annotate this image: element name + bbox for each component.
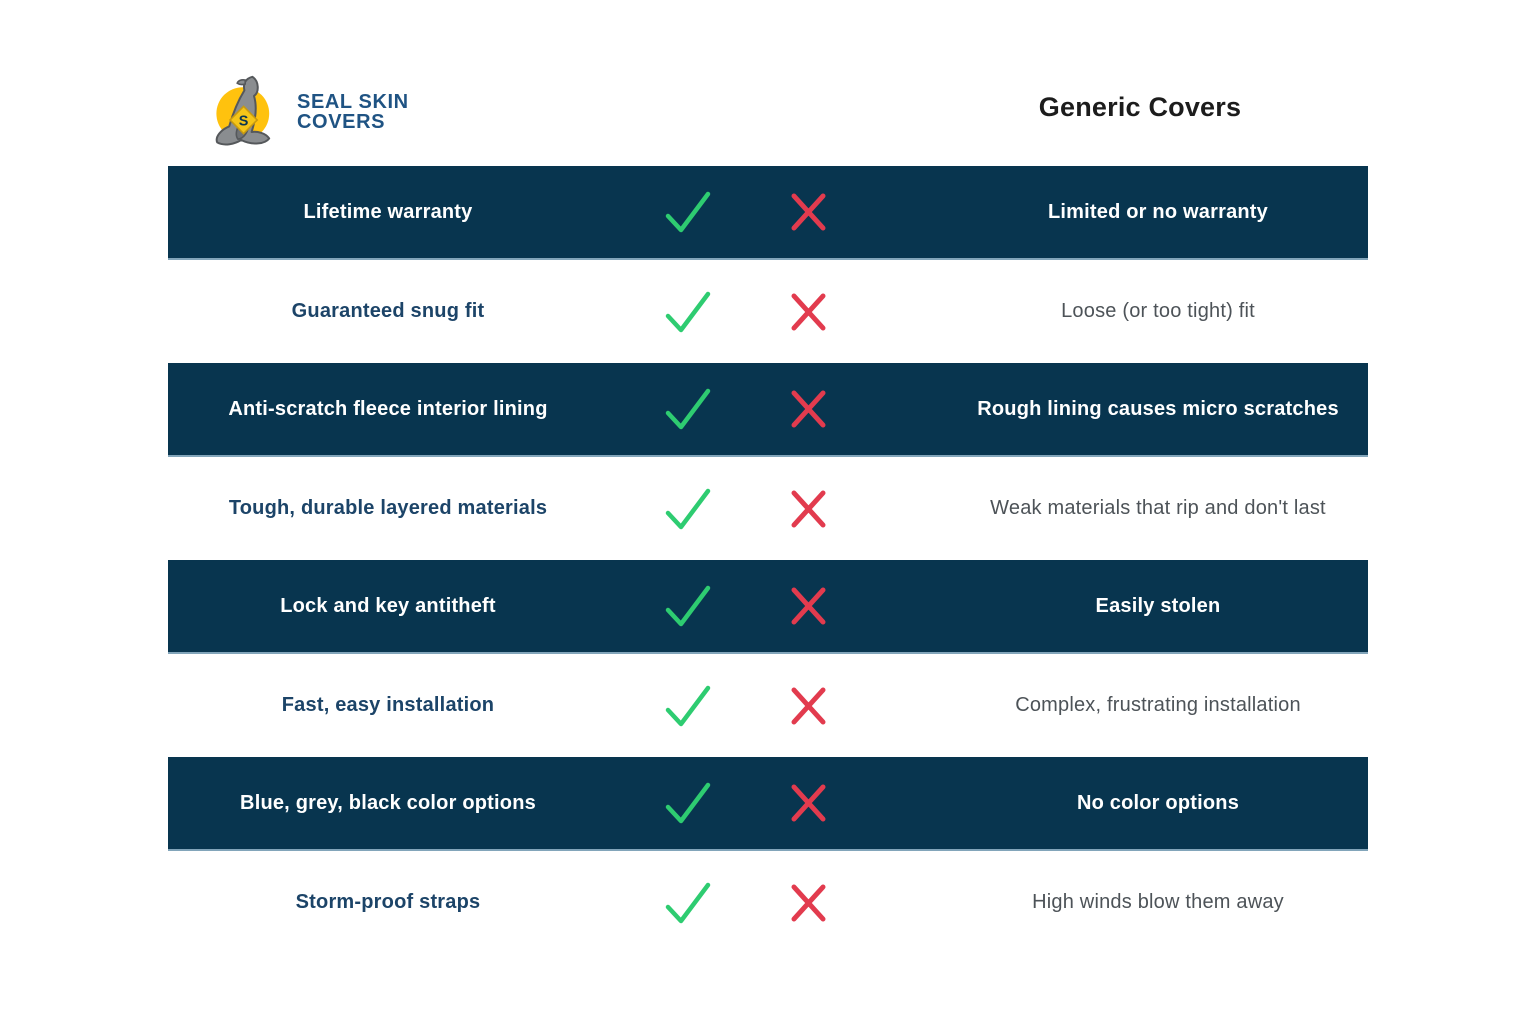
feature-label: Storm-proof straps xyxy=(295,891,481,913)
drawback-label: High winds blow them away xyxy=(1032,891,1284,913)
table-row: Anti-scratch fleece interior lining Roug… xyxy=(168,363,1368,457)
cross-icon xyxy=(768,291,848,333)
drawback-label: Weak materials that rip and don't last xyxy=(990,497,1326,519)
feature-label: Blue, grey, black color options xyxy=(240,791,536,814)
table-row: Lifetime warranty Limited or no warranty xyxy=(168,166,1368,260)
drawback-label: Easily stolen xyxy=(1095,594,1221,617)
cross-icon xyxy=(768,882,848,924)
feature-label: Anti-scratch fleece interior lining xyxy=(228,397,548,420)
cross-icon xyxy=(768,685,848,727)
table-row: Storm-proof straps High winds blow them … xyxy=(168,851,1368,954)
table-row: Guaranteed snug fit Loose (or too tight)… xyxy=(168,260,1368,363)
check-icon xyxy=(608,289,768,335)
table-row: Lock and key antitheft Easily stolen xyxy=(168,560,1368,654)
generic-covers-title: Generic Covers xyxy=(1038,92,1242,122)
drawback-label: Complex, frustrating installation xyxy=(1015,694,1301,716)
check-icon xyxy=(608,583,768,629)
check-icon xyxy=(608,780,768,826)
table-row: Tough, durable layered materials Weak ma… xyxy=(168,457,1368,560)
drawback-label: Loose (or too tight) fit xyxy=(1061,300,1255,322)
brand-name: SEAL SKIN COVERS xyxy=(297,90,409,133)
feature-label: Lifetime warranty xyxy=(303,200,473,223)
brand-name-line1: SEAL SKIN xyxy=(297,90,409,113)
feature-label: Lock and key antitheft xyxy=(280,594,496,617)
check-icon xyxy=(608,486,768,532)
brand-logo: S SEAL SKIN COVERS xyxy=(205,72,409,152)
brand-name-line2: COVERS xyxy=(297,111,386,133)
seal-icon: S xyxy=(215,75,271,146)
check-icon xyxy=(608,386,768,432)
table-row: Blue, grey, black color options No color… xyxy=(168,757,1368,851)
check-icon xyxy=(608,683,768,729)
feature-label: Tough, durable layered materials xyxy=(228,497,548,519)
feature-label: Guaranteed snug fit xyxy=(291,300,485,322)
drawback-label: No color options xyxy=(1076,791,1240,814)
feature-label: Fast, easy installation xyxy=(281,694,495,716)
comparison-table: Lifetime warranty Limited or no warranty… xyxy=(168,166,1368,954)
drawback-label: Rough lining causes micro scratches xyxy=(977,397,1339,420)
cross-icon xyxy=(768,782,848,824)
cross-icon xyxy=(768,488,848,530)
svg-text:S: S xyxy=(239,114,249,130)
cross-icon xyxy=(768,191,848,233)
drawback-label: Limited or no warranty xyxy=(1048,200,1268,223)
table-row: Fast, easy installation Complex, frustra… xyxy=(168,654,1368,757)
cross-icon xyxy=(768,388,848,430)
check-icon xyxy=(608,189,768,235)
cross-icon xyxy=(768,585,848,627)
check-icon xyxy=(608,880,768,926)
